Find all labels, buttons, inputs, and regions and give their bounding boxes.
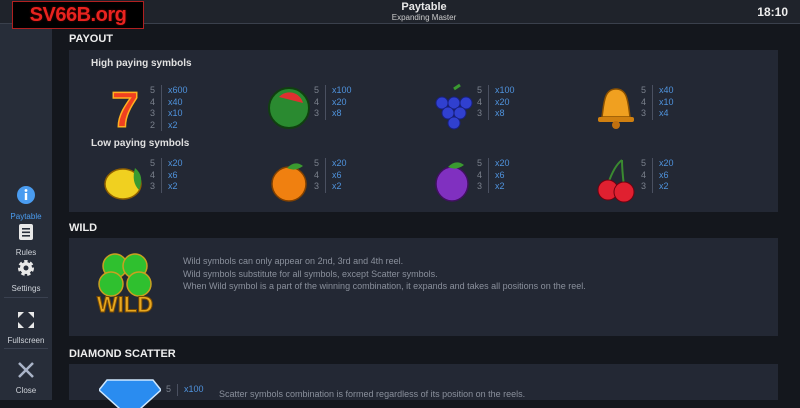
symbol-watermelon: 5 x100 4 x20 3 x8 bbox=[265, 83, 415, 133]
sidebar-item-paytable[interactable]: Paytable bbox=[0, 185, 52, 221]
pay-row: 5 x20 bbox=[150, 158, 183, 168]
pay-row: 3 x2 bbox=[150, 181, 178, 191]
page-title: Paytable bbox=[401, 1, 447, 13]
pay-row: 4 x40 bbox=[150, 96, 183, 107]
grapes-icon bbox=[435, 83, 473, 130]
watermark-logo: SV66B.org bbox=[12, 1, 144, 29]
section-title-payout: PAYOUT bbox=[69, 33, 114, 45]
lemon-icon bbox=[104, 168, 142, 200]
sidebar: Paytable Rules Settings Fullscreen Close bbox=[0, 24, 52, 400]
section-title-wild: WILD bbox=[69, 222, 98, 234]
divider bbox=[4, 348, 48, 349]
pay-row: 4 x6 bbox=[477, 169, 505, 180]
symbol-bell: 5 x40 4 x10 3 x4 bbox=[592, 83, 742, 133]
symbol-paytable: 5 x20 4 x6 3 x2 bbox=[314, 158, 347, 193]
pay-row: 4 x6 bbox=[641, 169, 669, 180]
pay-row: 5 x100 bbox=[314, 85, 352, 95]
pay-row: 3 x2 bbox=[641, 181, 669, 191]
symbol-cherry: 5 x20 4 x6 3 x2 bbox=[592, 156, 742, 206]
close-icon bbox=[18, 362, 34, 378]
pay-row: 3 x10 bbox=[150, 108, 183, 118]
sidebar-item-close[interactable]: Close bbox=[0, 361, 52, 395]
sidebar-item-fullscreen[interactable]: Fullscreen bbox=[0, 311, 52, 345]
pay-row: 5 x100 bbox=[477, 85, 515, 95]
gear-icon bbox=[18, 260, 34, 276]
pay-row: 5 x20 bbox=[314, 158, 347, 168]
diamond-icon bbox=[99, 379, 161, 408]
game-name: Expanding Master bbox=[391, 13, 457, 22]
pay-row: 5 x20 bbox=[477, 158, 510, 168]
pay-row: 3 x8 bbox=[314, 108, 342, 118]
cherry-icon bbox=[597, 159, 635, 203]
symbol-plum: 5 x20 4 x6 3 x2 bbox=[428, 156, 578, 206]
divider bbox=[4, 297, 48, 298]
high-paying-label: High paying symbols bbox=[91, 58, 192, 69]
pay-row: 3 x4 bbox=[641, 108, 669, 118]
pay-row: 4 x20 bbox=[477, 96, 510, 107]
wild-panel: WILD Wild symbols can only appear on 2nd… bbox=[69, 238, 778, 336]
svg-text:WILD: WILD bbox=[97, 292, 153, 317]
svg-text:7: 7 bbox=[111, 83, 139, 131]
fullscreen-icon bbox=[18, 312, 34, 328]
sidebar-item-rules[interactable]: Rules bbox=[0, 223, 52, 257]
symbol-lemon: 5 x20 4 x6 3 x2 bbox=[101, 156, 251, 206]
pay-row: 4 x10 bbox=[641, 96, 674, 107]
pay-row: 5 x600 bbox=[150, 85, 188, 95]
symbol-paytable: 5 x100 4 x20 3 x8 bbox=[477, 85, 515, 120]
pay-row: 2 x2 bbox=[150, 119, 178, 130]
symbol-paytable: 5 x40 4 x10 3 x4 bbox=[641, 85, 674, 120]
low-paying-label: Low paying symbols bbox=[91, 138, 190, 149]
bell-icon bbox=[598, 88, 634, 129]
plum-icon bbox=[435, 162, 469, 202]
symbol-paytable: 5 x20 4 x6 3 x2 bbox=[150, 158, 183, 193]
pay-row: 5 x40 bbox=[641, 85, 674, 95]
orange-icon bbox=[271, 163, 307, 202]
info-icon bbox=[17, 186, 35, 204]
symbol-paytable: 5 x20 4 x6 3 x2 bbox=[641, 158, 674, 193]
clock: 18:10 bbox=[757, 5, 788, 19]
pay-row: 3 x2 bbox=[314, 181, 342, 191]
watermelon-icon bbox=[268, 87, 310, 129]
symbol-paytable: 5 x100 4 x20 3 x8 bbox=[314, 85, 352, 120]
symbol-seven: 7 5 x600 4 x40 3 x10 2 x2 bbox=[101, 83, 251, 133]
wild-description: Wild symbols can only appear on 2nd, 3rd… bbox=[183, 256, 586, 291]
pay-row: 3 x2 bbox=[477, 181, 505, 191]
pay-row: 5 x20 bbox=[641, 158, 674, 168]
pay-row: 4 x6 bbox=[314, 169, 342, 180]
pay-row: 3 x8 bbox=[477, 108, 505, 118]
symbol-paytable: 5 x600 4 x40 3 x10 2 x2 bbox=[150, 85, 188, 131]
symbol-paytable: 5 x20 4 x6 3 x2 bbox=[477, 158, 510, 193]
scatter-panel: 5 x100 Scatter symbols combination is for… bbox=[69, 364, 778, 408]
scatter-paytable: 5 x100 bbox=[166, 384, 204, 396]
symbol-orange: 5 x20 4 x6 3 x2 bbox=[265, 156, 415, 206]
pay-row: 4 x6 bbox=[150, 169, 178, 180]
document-icon bbox=[19, 224, 33, 240]
sidebar-item-settings[interactable]: Settings bbox=[0, 259, 52, 293]
clover-wild-icon: WILD bbox=[96, 253, 154, 318]
symbol-grapes: 5 x100 4 x20 3 x8 bbox=[428, 83, 578, 133]
pay-row: 4 x20 bbox=[314, 96, 347, 107]
seven-icon: 7 bbox=[110, 83, 139, 131]
section-title-scatter: DIAMOND SCATTER bbox=[69, 348, 176, 360]
payout-panel: High paying symbols Low paying symbols 7… bbox=[69, 50, 778, 212]
scatter-description: Scatter symbols combination is formed re… bbox=[219, 389, 526, 399]
